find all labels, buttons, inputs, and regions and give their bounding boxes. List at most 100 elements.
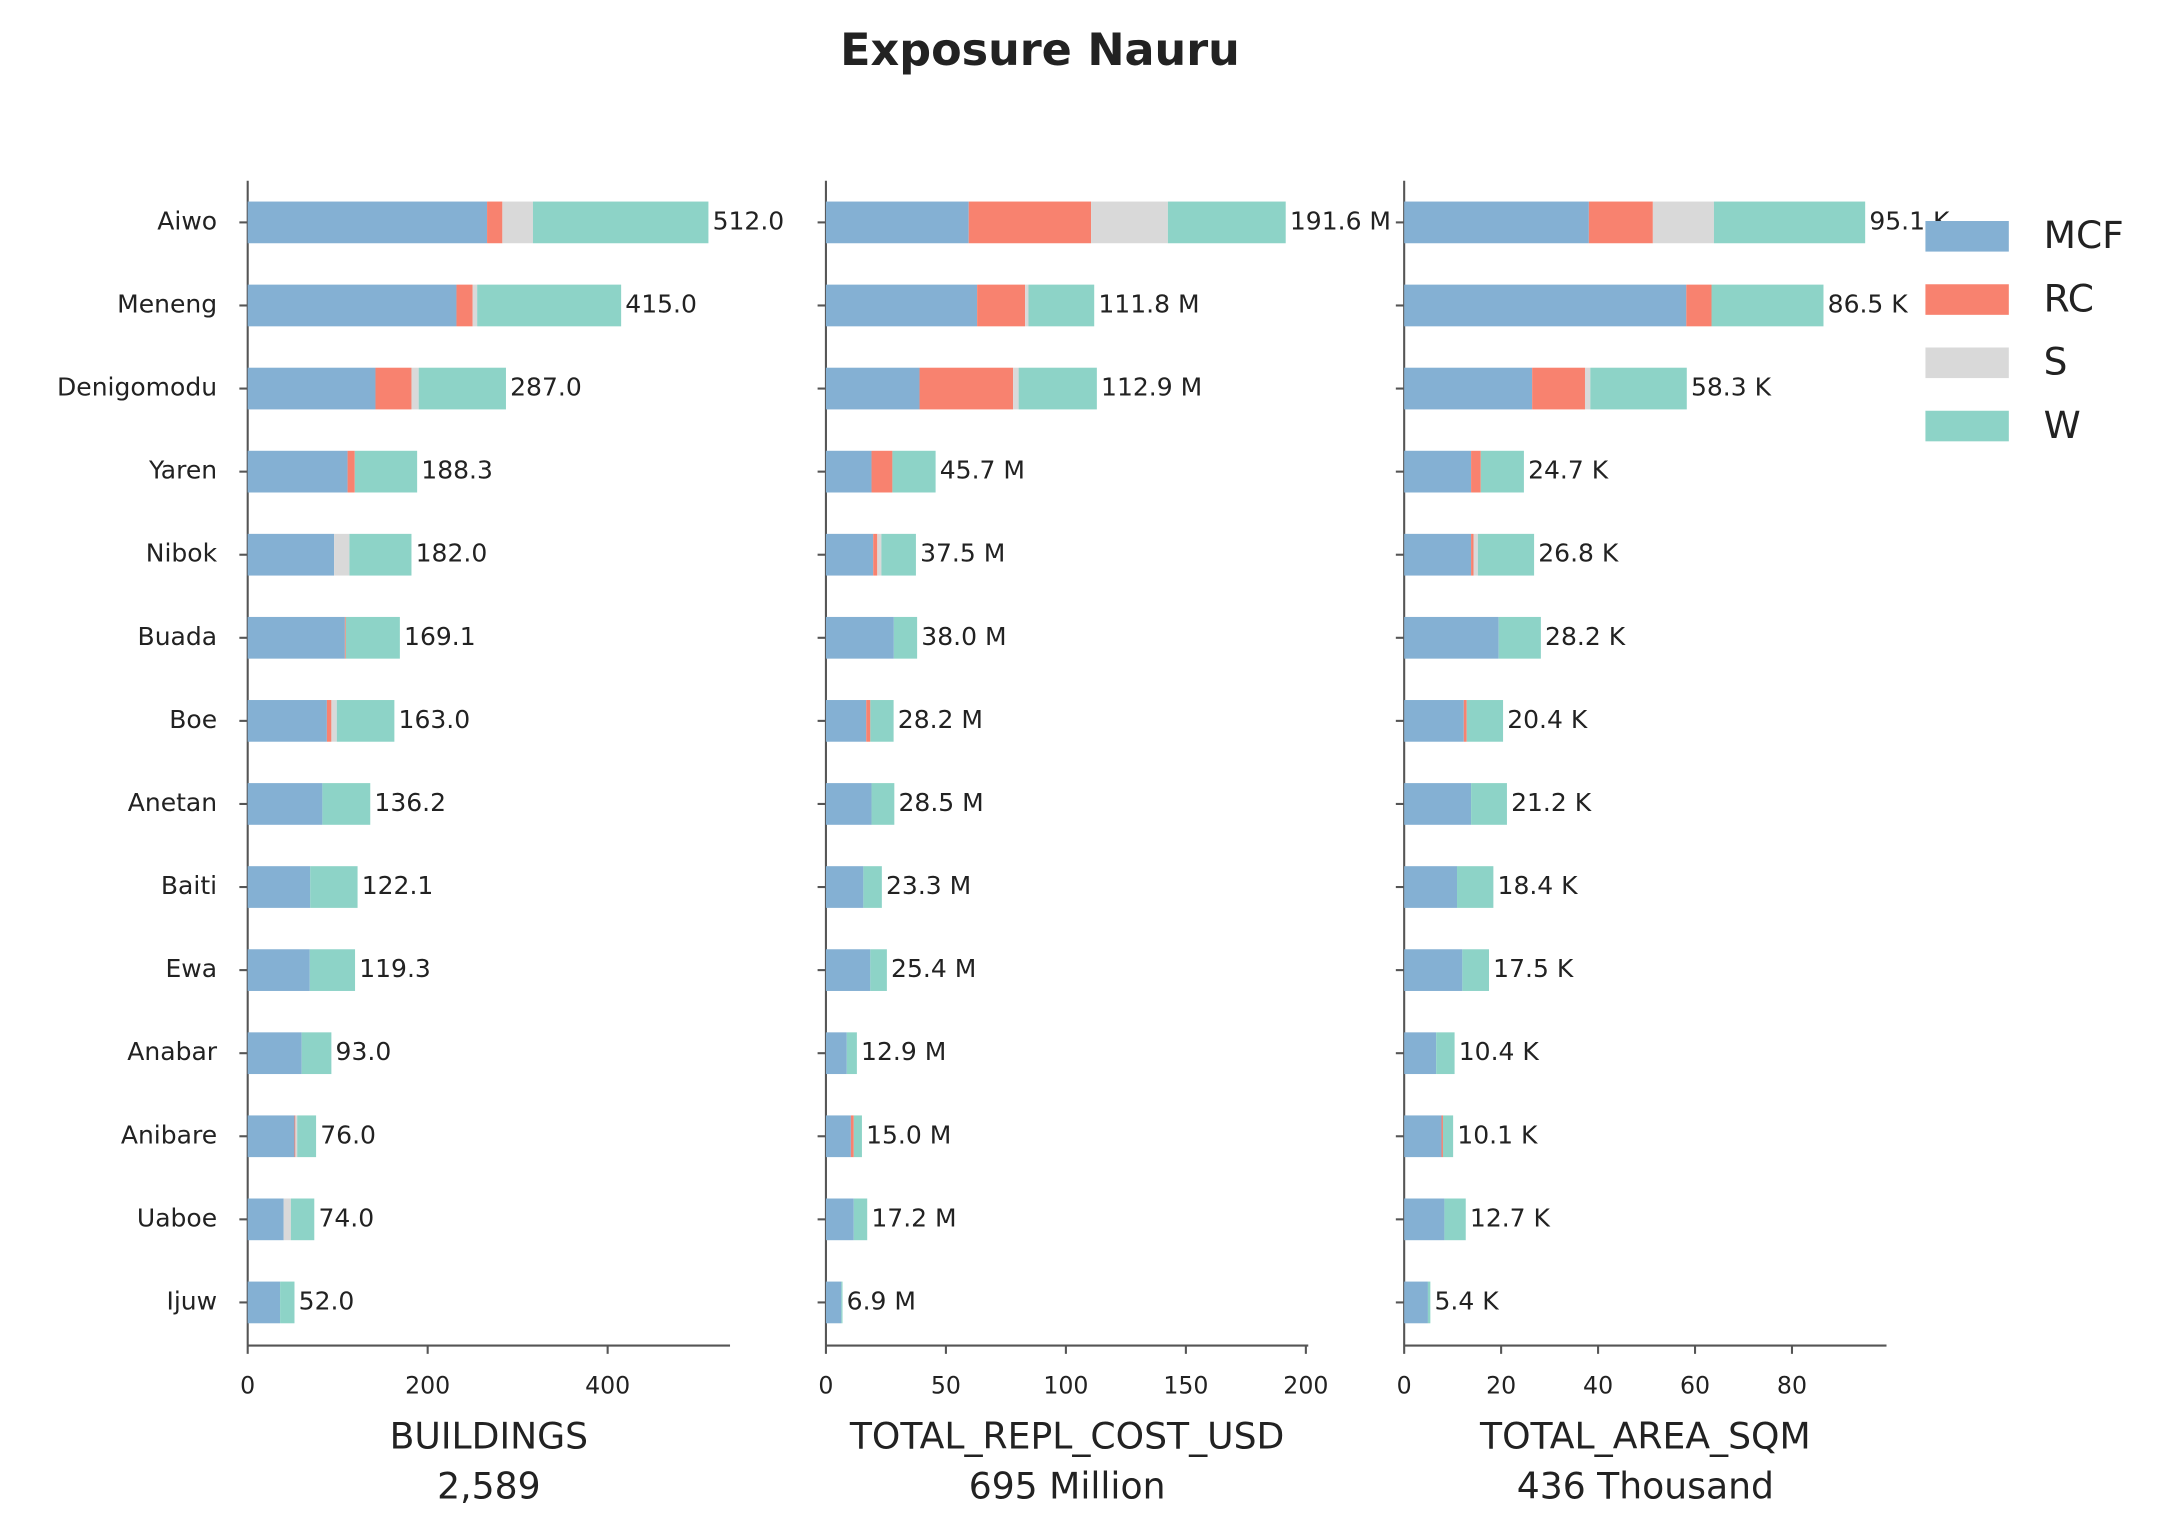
y-tick-label: Uaboe [137, 1203, 217, 1232]
bar-segment [825, 533, 874, 576]
bar-segment [354, 450, 418, 493]
bar-segment [375, 367, 412, 410]
value-label: 119.3 [359, 954, 431, 983]
bar-segment [247, 284, 457, 327]
bar-segment [247, 783, 323, 825]
bar-segment [1404, 201, 1589, 244]
bar-segment [977, 284, 1026, 327]
value-label: 86.5 K [1828, 289, 1909, 318]
value-label: 287.0 [510, 373, 582, 402]
bar-segment [1473, 533, 1478, 576]
bar-segment [892, 450, 936, 493]
x-axis-total: 436 Thousand [1517, 1465, 1774, 1508]
bar-segment [301, 1032, 332, 1075]
x-tick-label: 150 [1163, 1372, 1208, 1400]
value-label: 20.4 K [1507, 705, 1588, 734]
bar-segment [1404, 700, 1464, 742]
bar-segment [825, 1115, 851, 1158]
bar-segment [247, 616, 345, 659]
bar-segment [411, 367, 419, 410]
value-label: 21.2 K [1511, 788, 1592, 817]
bar-segment [283, 1198, 291, 1241]
bar-segment [825, 1032, 847, 1075]
x-tick-label: 80 [1777, 1372, 1807, 1400]
chart-title: Exposure Nauru [840, 25, 1240, 76]
bar-segment [873, 533, 878, 576]
bar-segment [1404, 1115, 1442, 1158]
bar-segment [1404, 1198, 1445, 1241]
bar-segment [502, 201, 533, 244]
value-label: 122.1 [362, 871, 434, 900]
bar-segment [1471, 783, 1507, 825]
y-tick-label: Yaren [148, 456, 217, 485]
bar-segment [247, 533, 335, 576]
bar-segment [1013, 367, 1019, 410]
legend-label: W [2044, 403, 2081, 447]
bar-segment [1404, 367, 1533, 410]
legend-label: RC [2044, 276, 2094, 320]
value-label: 182.0 [416, 539, 488, 568]
bar-segment [1471, 450, 1481, 493]
value-label: 10.1 K [1457, 1120, 1538, 1149]
x-axis-label: BUILDINGS [390, 1415, 588, 1458]
bar-segment [1404, 616, 1499, 659]
x-tick-label: 20 [1486, 1372, 1516, 1400]
bar-segment [850, 1115, 854, 1158]
value-label: 26.8 K [1538, 539, 1619, 568]
x-tick-label: 0 [818, 1372, 833, 1400]
value-label: 58.3 K [1691, 373, 1772, 402]
bar-segment [247, 866, 311, 908]
bar-segment [1404, 1281, 1428, 1324]
y-tick-label: Ewa [166, 954, 218, 983]
bar-segment [295, 1115, 298, 1158]
legend-label: S [2044, 340, 2068, 384]
bar-segment [1404, 1032, 1437, 1075]
value-label: 74.0 [318, 1203, 374, 1232]
bar-segment [418, 367, 506, 410]
bar-segment [349, 533, 412, 576]
bar-segment [344, 616, 346, 659]
bar-segment [846, 1032, 857, 1075]
bar-segment [919, 367, 1014, 410]
bar-segment [825, 783, 872, 825]
value-label: 6.9 M [847, 1286, 916, 1315]
value-label: 17.2 M [871, 1203, 956, 1232]
bar-segment [1713, 201, 1866, 244]
bar-segment [347, 450, 355, 493]
x-tick-label: 50 [931, 1372, 961, 1400]
bar-segment [1427, 1281, 1431, 1324]
value-label: 188.3 [421, 456, 493, 485]
bar-segment [1532, 367, 1585, 410]
value-label: 24.7 K [1528, 456, 1609, 485]
value-label: 169.1 [404, 622, 476, 651]
bar-segment [1444, 1198, 1466, 1241]
value-label: 12.7 K [1470, 1203, 1551, 1232]
bar-segment [336, 700, 395, 742]
bar-segment [1463, 700, 1467, 742]
y-tick-label: Anetan [128, 788, 217, 817]
value-label: 23.3 M [886, 871, 971, 900]
legend-swatch [1925, 410, 2009, 442]
bar-segment [1018, 367, 1097, 410]
bar-segment [309, 949, 356, 991]
value-label: 28.2 M [898, 705, 983, 734]
y-tick-label: Buada [138, 622, 218, 651]
bar-segment [825, 866, 864, 908]
value-label: 5.4 K [1435, 1286, 1500, 1315]
y-tick-label: Anabar [127, 1037, 218, 1066]
bar-segment [326, 700, 332, 742]
value-label: 10.4 K [1459, 1037, 1540, 1066]
bar-segment [825, 201, 969, 244]
legend-swatch [1925, 284, 2009, 315]
bar-segment [825, 949, 871, 991]
bar-segment [841, 1281, 843, 1324]
value-label: 17.5 K [1493, 954, 1574, 983]
bar-segment [1480, 450, 1524, 493]
bar-segment [532, 201, 709, 244]
value-label: 12.9 M [861, 1037, 946, 1066]
bar-segment [1498, 616, 1541, 659]
bar-segment [1028, 284, 1095, 327]
bar-segment [1442, 1115, 1454, 1158]
bar-segment [247, 1198, 284, 1241]
